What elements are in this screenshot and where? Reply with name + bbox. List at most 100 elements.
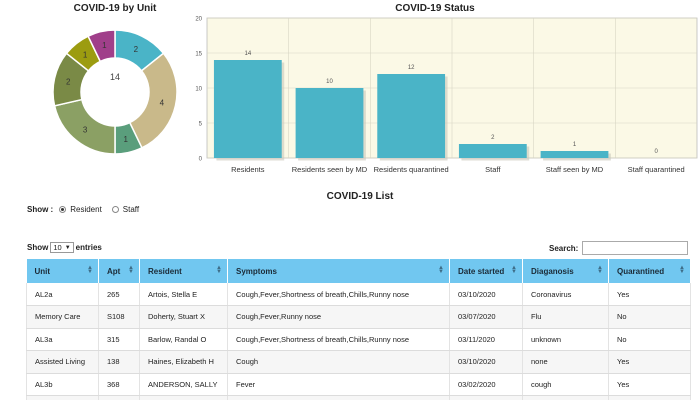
bar-value-label: 2 (491, 135, 495, 141)
column-header-label: Resident (148, 266, 182, 276)
donut-slice-label: 2 (134, 45, 139, 54)
table-cell: Yes (608, 373, 691, 396)
table-cell: Cough,Fever,Runny nose (227, 305, 450, 329)
bar[interactable] (540, 151, 609, 158)
column-header[interactable]: Unit ▲ ▼ (26, 259, 99, 283)
table-row[interactable]: Assisted Living 138 Haines, Elizabeth H Cou… (26, 350, 691, 374)
bar-value-label: 0 (654, 149, 658, 155)
table-cell (608, 395, 691, 400)
x-category-label: Residents quarantined (374, 165, 449, 174)
donut-slice-label: 1 (123, 135, 128, 144)
unit-donut-chart: 2 4 1 3 2 1 1 14 (50, 27, 180, 157)
x-category-label: Staff seen by MD (546, 165, 604, 174)
column-header-label: Quarantined (617, 266, 665, 276)
table-cell: 03/10/2020 (449, 283, 523, 306)
column-header[interactable]: Symptoms ▲ ▼ (227, 259, 450, 283)
donut-slice-label: 2 (66, 77, 71, 86)
sort-icon: ▲ ▼ (87, 265, 93, 275)
table-cell: AL2a (26, 283, 99, 306)
table-cell: Haines, Elizabeth H (139, 350, 228, 374)
donut-slice[interactable] (128, 52, 178, 149)
table-row[interactable]: AL3b 368 ANDERSON, SALLY Fever 03/02/2020 cou… (26, 373, 691, 396)
table-cell: 03/11/2020 (449, 328, 523, 351)
resident-radio[interactable] (59, 206, 67, 213)
table-cell: 03/02/2020 (449, 373, 523, 396)
table-cell: Coronavirus (522, 283, 609, 306)
y-tick-label: 15 (195, 52, 202, 58)
bar[interactable] (295, 88, 364, 158)
donut-slice-label: 1 (102, 41, 107, 50)
table-cell: 368 (98, 373, 140, 396)
table-cell: AL3a (26, 328, 99, 351)
bar-value-label: 12 (408, 65, 415, 71)
column-header[interactable]: Resident ▲ ▼ (139, 259, 228, 283)
table-cell: cough (522, 373, 609, 396)
table-row[interactable]: Memory Care S108 Doherty, Stuart X Cough,Fe… (26, 305, 691, 329)
table-row[interactable]: AL2a 265 Artois, Stella E Cough,Fever,Short… (26, 283, 691, 306)
donut-slice[interactable] (87, 29, 116, 63)
table-cell: Cough (227, 350, 450, 374)
y-tick-label: 5 (199, 122, 203, 128)
table-cell: Yes (608, 283, 691, 306)
table-cell: Doherty, Stuart X (139, 305, 228, 329)
table-cell: AL3b (26, 373, 99, 396)
sort-icon: ▲ ▼ (679, 265, 685, 275)
table-cell: Fever (227, 373, 450, 396)
status-bar-chart: 0 5 10 15 20 14 Residents 10 Residents seen by M… (175, 15, 700, 180)
column-header[interactable]: Quarantined ▲ ▼ (608, 259, 691, 283)
table-cell: Yes (608, 350, 691, 374)
staff-radio[interactable] (111, 206, 119, 213)
entries-select[interactable]: 10 ▼ (50, 242, 74, 253)
table-cell (98, 395, 140, 400)
column-header-label: Apt (107, 266, 121, 276)
show-label: Show : (27, 205, 54, 214)
table-row[interactable] (26, 395, 691, 400)
list-title: COVID-19 List (326, 191, 394, 202)
covid-list-table: Unit ▲ ▼ Apt ▲ ▼ Resident ▲ ▼ Symptoms ▲ ▼ Date star… (26, 259, 691, 400)
y-tick-label: 0 (199, 157, 203, 163)
bar-chart-title: COVID-19 Status (395, 3, 475, 14)
table-cell: Assisted Living (26, 350, 99, 374)
bar-value-label: 10 (326, 79, 333, 85)
sort-icon: ▲ ▼ (438, 265, 444, 275)
entries-prefix: Show (27, 243, 49, 252)
column-header-label: Diaganosis (531, 266, 574, 276)
sort-icon: ▲ ▼ (511, 265, 517, 275)
show-filter: Show : Resident Staff (27, 205, 147, 214)
bar-value-label: 1 (573, 142, 577, 148)
table-cell (227, 395, 450, 400)
bar[interactable] (377, 74, 446, 158)
staff-radio-label[interactable]: Staff (122, 205, 140, 214)
table-cell: Memory Care (26, 305, 99, 329)
table-cell: 138 (98, 350, 140, 374)
column-header-label: Unit (34, 266, 51, 276)
table-cell: 265 (98, 283, 140, 306)
sort-icon: ▲ ▼ (597, 265, 603, 275)
column-header[interactable]: Apt ▲ ▼ (98, 259, 140, 283)
table-row[interactable]: AL3a 315 Barlow, Randal O Cough,Fever,Short… (26, 328, 691, 351)
table-cell: Barlow, Randal O (139, 328, 228, 351)
x-category-label: Staff quarantined (628, 165, 685, 174)
table-cell: Flu (522, 305, 609, 329)
y-tick-label: 10 (195, 87, 202, 93)
column-header[interactable]: Date started ▲ ▼ (449, 259, 523, 283)
table-cell: ANDERSON, SALLY (139, 373, 228, 396)
column-header-label: Date started (458, 266, 505, 276)
table-cell: No (608, 305, 691, 329)
bar[interactable] (458, 144, 527, 158)
table-cell (139, 395, 228, 400)
column-header[interactable]: Diaganosis ▲ ▼ (522, 259, 609, 283)
column-header-label: Symptoms (236, 266, 277, 276)
donut-chart-title: COVID-19 by Unit (73, 3, 157, 14)
table-cell: S108 (98, 305, 140, 329)
search-input[interactable] (582, 241, 689, 255)
bar-value-label: 14 (244, 51, 251, 57)
table-cell: unknown (522, 328, 609, 351)
table-cell (26, 395, 99, 400)
search-label: Search: (549, 243, 579, 253)
bar[interactable] (213, 60, 282, 158)
entries-suffix: entries (75, 243, 102, 252)
resident-radio-label[interactable]: Resident (70, 205, 102, 214)
x-category-label: Staff (485, 165, 501, 174)
table-cell: 03/10/2020 (449, 350, 523, 374)
